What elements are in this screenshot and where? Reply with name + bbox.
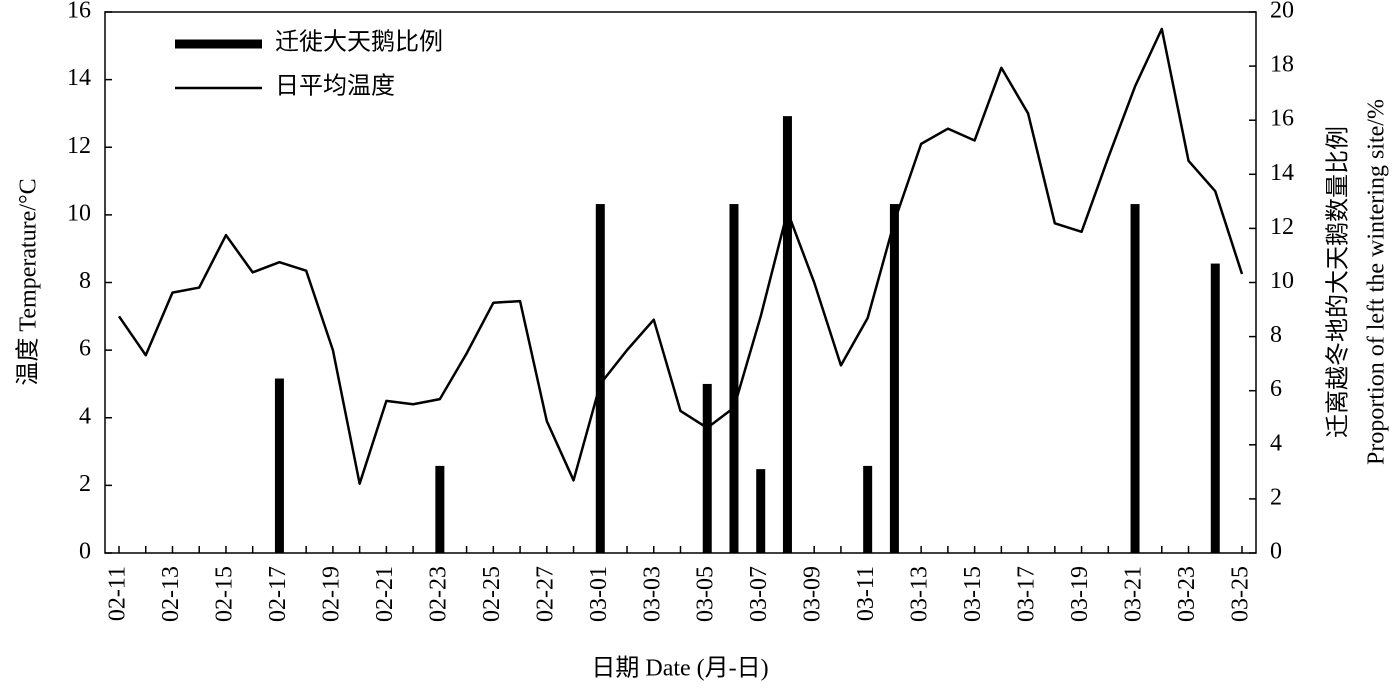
x-tick-label: 03-25 <box>1228 566 1254 622</box>
y2-axis-title: 迁离越冬地的大天鹅数量比例 <box>1325 126 1352 438</box>
bar <box>595 204 605 553</box>
bar <box>702 383 712 553</box>
y2-tick-label: 14 <box>1270 160 1294 186</box>
x-tick-label: 03-13 <box>907 566 933 622</box>
x-tick-label: 03-09 <box>800 566 826 622</box>
y-tick-label: 14 <box>67 65 91 91</box>
x-tick-label: 03-23 <box>1174 566 1200 622</box>
x-tick-label: 03-11 <box>853 566 879 621</box>
x-tick-label: 02-19 <box>318 566 344 622</box>
y2-tick-label: 18 <box>1270 52 1294 78</box>
x-axis-title: 日期 Date (月-日) <box>591 656 768 682</box>
x-tick-label: 03-19 <box>1067 566 1093 622</box>
x-tick-label: 03-01 <box>586 566 612 622</box>
y2-tick-label: 2 <box>1270 484 1282 510</box>
y2-axis-title: Proportion of left the wintering site/% <box>1364 99 1390 465</box>
bar <box>756 469 766 553</box>
x-tick-label: 02-25 <box>479 566 505 622</box>
y-tick-label: 8 <box>79 268 91 294</box>
y2-tick-label: 20 <box>1270 0 1294 24</box>
y-tick-label: 16 <box>67 0 91 24</box>
bar <box>1130 204 1140 553</box>
x-tick-label: 03-15 <box>960 566 986 622</box>
bar <box>729 204 739 553</box>
legend-label: 日平均温度 <box>275 73 395 100</box>
y2-tick-label: 8 <box>1270 322 1282 348</box>
y-tick-label: 12 <box>67 133 91 159</box>
y2-tick-label: 12 <box>1270 214 1294 240</box>
y2-tick-label: 0 <box>1270 539 1282 565</box>
y-axis-title: 温度 Temperature/°C <box>15 178 42 385</box>
line <box>117 27 1244 485</box>
bar <box>274 378 284 553</box>
x-tick-label: 02-27 <box>532 566 558 622</box>
y-tick-label: 6 <box>79 336 91 362</box>
x-tick-label: 03-17 <box>1014 566 1040 622</box>
y-tick-label: 2 <box>79 471 91 497</box>
bar <box>782 116 792 553</box>
y2-tick-label: 16 <box>1270 106 1294 132</box>
x-tick-label: 02-17 <box>265 566 291 622</box>
y2-tick-label: 6 <box>1270 376 1282 402</box>
x-tick-label: 03-03 <box>639 566 665 622</box>
bar <box>435 465 445 553</box>
x-tick-label: 02-21 <box>372 566 398 622</box>
x-tick-label: 03-07 <box>746 566 772 622</box>
y2-tick-label: 10 <box>1270 268 1294 294</box>
bar <box>1210 263 1220 553</box>
x-tick-label: 03-21 <box>1121 566 1147 622</box>
y2-tick-label: 4 <box>1270 430 1282 456</box>
bar <box>889 204 899 553</box>
x-tick-label: 02-15 <box>211 566 237 622</box>
x-tick-label: 02-13 <box>158 566 184 622</box>
bar <box>863 465 873 553</box>
x-tick-label: 02-11 <box>105 566 131 621</box>
y-tick-label: 4 <box>79 403 91 429</box>
x-tick-label: 02-23 <box>425 566 451 622</box>
x-tick-label: 03-05 <box>693 566 719 622</box>
y-tick-label: 10 <box>67 200 91 226</box>
y-tick-label: 0 <box>79 539 91 565</box>
legend-label: 迁徙大天鹅比例 <box>275 29 443 56</box>
